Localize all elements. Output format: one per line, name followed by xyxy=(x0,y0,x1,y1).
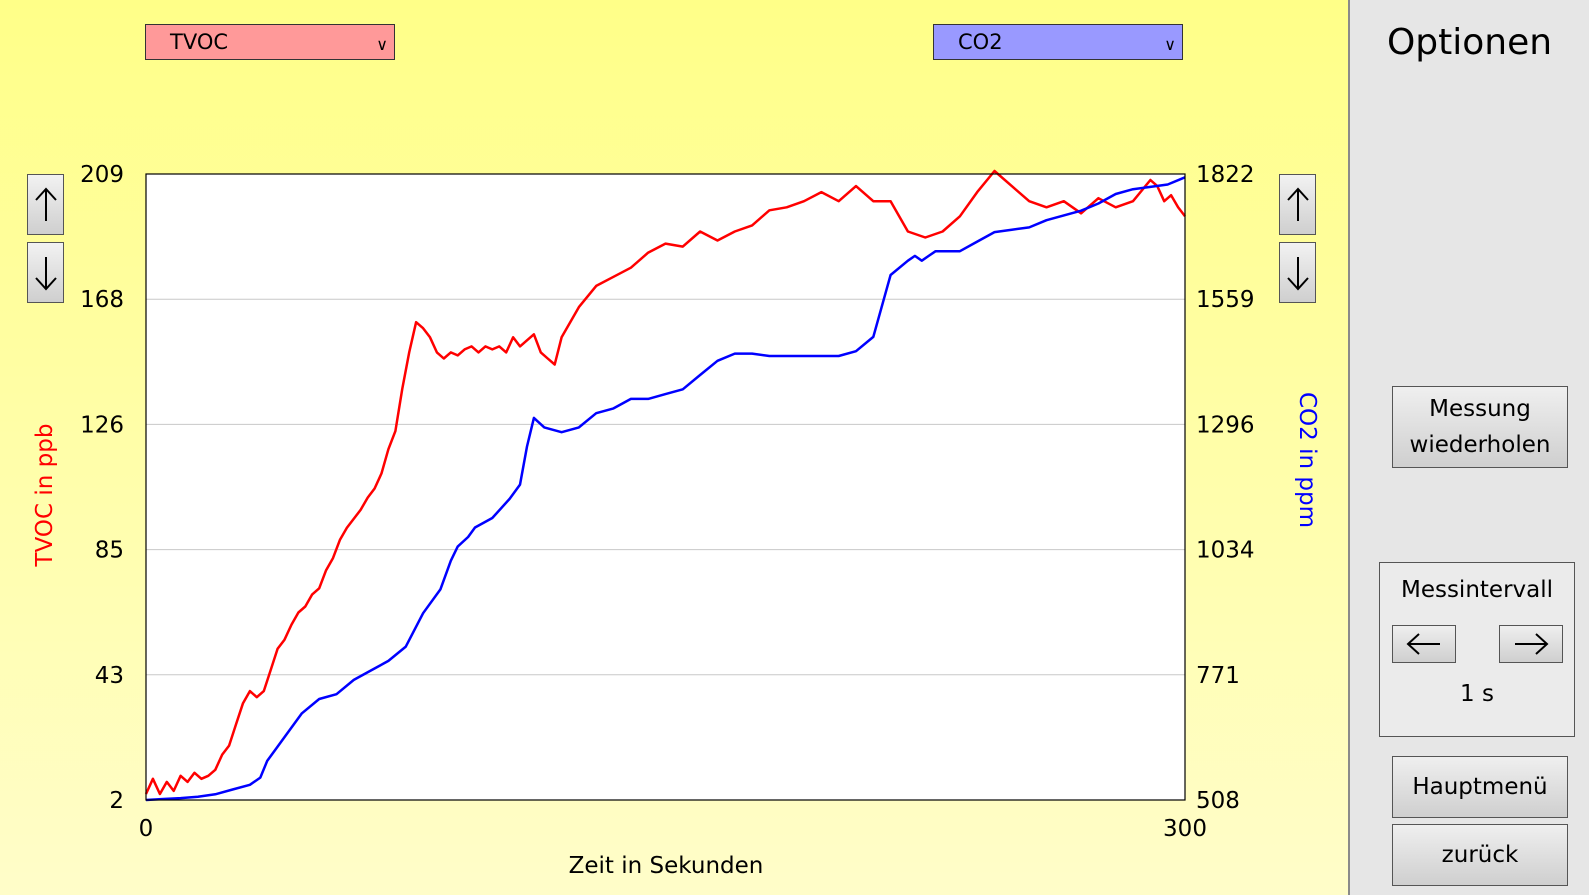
left-tick-label: 126 xyxy=(80,412,124,438)
left-axis-label: TVOC in ppb xyxy=(32,424,58,568)
co2-series-line xyxy=(145,176,1186,802)
left-tick-label: 209 xyxy=(80,162,124,188)
sidebar-title: Optionen xyxy=(1386,22,1553,63)
chevron-down-icon: ∨ xyxy=(376,35,388,54)
tick-labels: 209 1822 168 1559 126 1296 85 1034 43 771 2 508 0 300 xyxy=(80,162,1254,842)
grid-lines xyxy=(146,298,1185,676)
plot-frame xyxy=(145,173,1186,801)
right-tick-label: 771 xyxy=(1196,663,1240,689)
arrow-right-icon xyxy=(1515,633,1549,655)
interval-label: Messintervall xyxy=(1400,577,1554,603)
right-tick-label: 1822 xyxy=(1196,162,1255,188)
interval-decrease-button[interactable] xyxy=(1392,625,1456,663)
main-menu-button[interactable]: Hauptmenü xyxy=(1392,756,1568,818)
repeat-button-line-1: Messung xyxy=(1429,396,1531,422)
left-axis-scale-down-button[interactable] xyxy=(27,242,64,303)
tvoc-select-label: TVOC xyxy=(170,30,229,54)
arrow-down-icon xyxy=(34,256,57,290)
right-tick-label: 508 xyxy=(1196,788,1240,814)
left-tick-label: 85 xyxy=(95,538,124,564)
main-panel: TVOC ∨ CO2 ∨ 209 1822 168 1559 126 xyxy=(0,0,1348,895)
arrow-down-icon xyxy=(1286,256,1309,290)
back-button[interactable]: zurück xyxy=(1392,824,1568,886)
right-tick-label: 1559 xyxy=(1196,287,1255,313)
tvoc-series-line xyxy=(144,169,1186,796)
interval-increase-button[interactable] xyxy=(1499,625,1563,663)
right-axis-scale-up-button[interactable] xyxy=(1279,174,1316,235)
x-tick-label: 0 xyxy=(139,816,154,842)
right-tick-label: 1034 xyxy=(1196,538,1255,564)
tvoc-sensor-select[interactable]: TVOC ∨ xyxy=(145,24,395,60)
right-axis-scale-down-button[interactable] xyxy=(1279,242,1316,303)
interval-panel: Messintervall 1 s xyxy=(1379,562,1575,737)
repeat-measurement-button[interactable]: Messung wiederholen xyxy=(1392,386,1568,468)
left-tick-label: 43 xyxy=(95,663,124,689)
arrow-left-icon xyxy=(1406,633,1440,655)
co2-sensor-select[interactable]: CO2 ∨ xyxy=(933,24,1183,60)
series-lines xyxy=(144,169,1186,802)
interval-value: 1 s xyxy=(1460,681,1494,707)
left-axis-scale-up-button[interactable] xyxy=(27,174,64,235)
co2-select-label: CO2 xyxy=(958,30,1003,54)
right-tick-label: 1296 xyxy=(1196,412,1255,438)
options-sidebar: Optionen Messung wiederholen Messinterva… xyxy=(1348,0,1589,895)
measurement-chart: 209 1822 168 1559 126 1296 85 1034 43 771 2 508 0 300… xyxy=(32,162,1320,879)
left-tick-label: 168 xyxy=(80,287,124,313)
repeat-button-line-2: wiederholen xyxy=(1409,432,1551,458)
plot-area xyxy=(146,174,1185,800)
arrow-up-icon xyxy=(34,187,57,221)
right-axis-label: CO2 in ppm xyxy=(1294,392,1320,528)
arrow-up-icon xyxy=(1286,187,1309,221)
chevron-down-icon: ∨ xyxy=(1164,35,1176,54)
left-tick-label: 2 xyxy=(109,788,124,814)
x-tick-label: 300 xyxy=(1163,816,1207,842)
x-axis-label: Zeit in Sekunden xyxy=(569,853,764,879)
